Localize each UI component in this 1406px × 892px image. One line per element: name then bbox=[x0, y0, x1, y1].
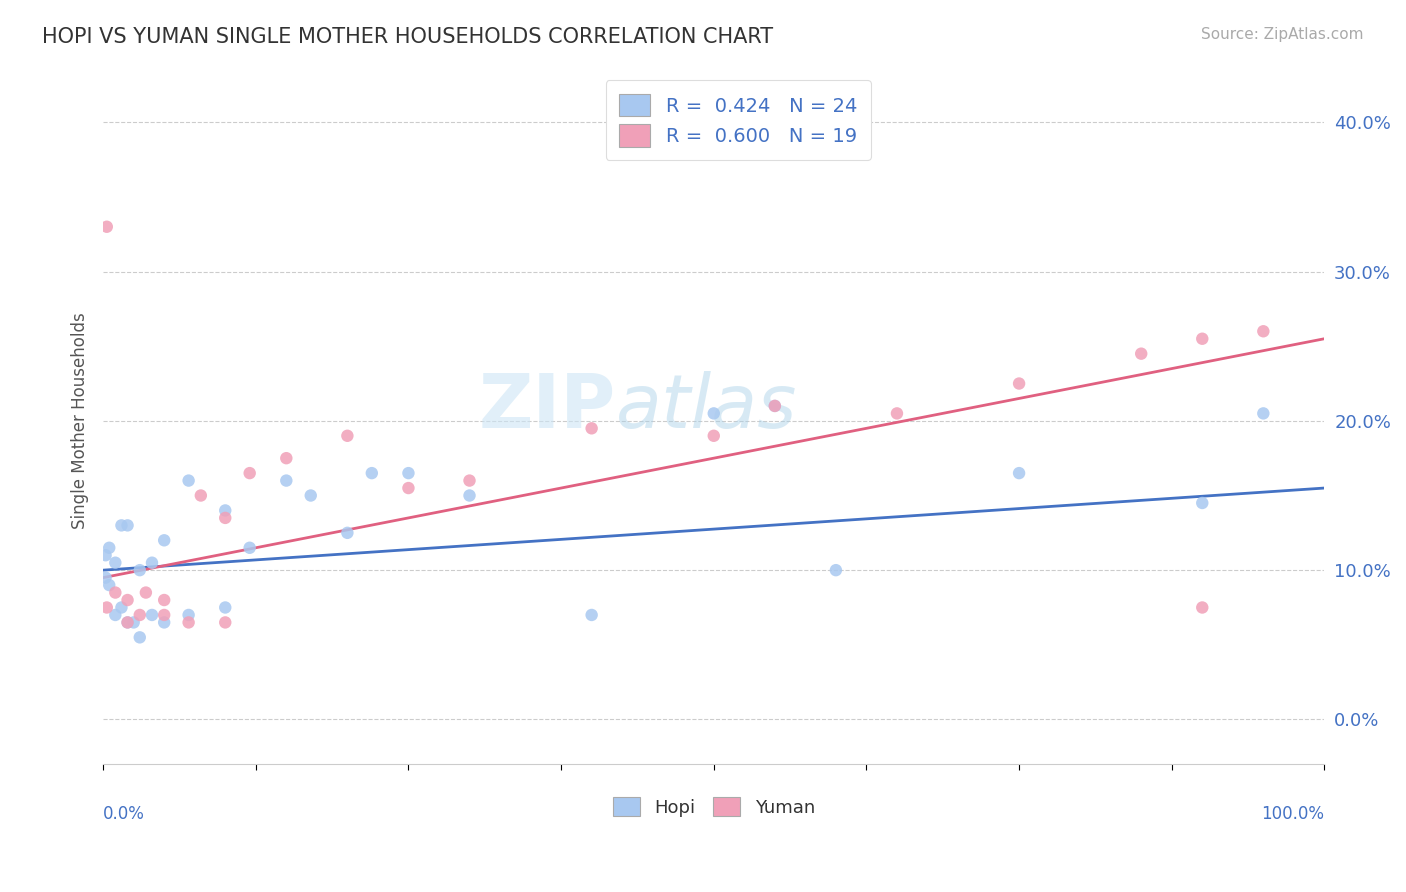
Point bbox=[398, 466, 420, 480]
Point bbox=[104, 607, 127, 622]
Text: 100.0%: 100.0% bbox=[1261, 805, 1324, 823]
Point bbox=[104, 556, 127, 570]
Point bbox=[98, 578, 121, 592]
Point bbox=[336, 429, 359, 443]
Point bbox=[1008, 466, 1031, 480]
Point bbox=[96, 219, 118, 234]
Point bbox=[1253, 324, 1275, 338]
Point bbox=[1191, 600, 1213, 615]
Point bbox=[104, 585, 127, 599]
Point bbox=[214, 600, 236, 615]
Point bbox=[886, 406, 908, 420]
Point bbox=[458, 489, 481, 503]
Point bbox=[1191, 332, 1213, 346]
Point bbox=[117, 518, 139, 533]
Point bbox=[128, 631, 150, 645]
Point bbox=[1191, 496, 1213, 510]
Point bbox=[581, 607, 603, 622]
Point bbox=[763, 399, 786, 413]
Point bbox=[1253, 406, 1275, 420]
Point bbox=[141, 556, 163, 570]
Point bbox=[214, 503, 236, 517]
Point bbox=[581, 421, 603, 435]
Point bbox=[1130, 346, 1153, 360]
Point bbox=[117, 615, 139, 630]
Point bbox=[122, 615, 145, 630]
Point bbox=[1008, 376, 1031, 391]
Point bbox=[94, 571, 117, 585]
Point bbox=[153, 533, 176, 548]
Point bbox=[141, 607, 163, 622]
Text: atlas: atlas bbox=[616, 371, 797, 443]
Point bbox=[458, 474, 481, 488]
Point bbox=[177, 615, 200, 630]
Point bbox=[398, 481, 420, 495]
Point bbox=[360, 466, 382, 480]
Point bbox=[703, 429, 725, 443]
Point bbox=[239, 541, 262, 555]
Point bbox=[98, 541, 121, 555]
Text: HOPI VS YUMAN SINGLE MOTHER HOUSEHOLDS CORRELATION CHART: HOPI VS YUMAN SINGLE MOTHER HOUSEHOLDS C… bbox=[42, 27, 773, 46]
Point bbox=[299, 489, 322, 503]
Point bbox=[336, 525, 359, 540]
Point bbox=[96, 600, 118, 615]
Y-axis label: Single Mother Households: Single Mother Households bbox=[72, 312, 89, 529]
Point bbox=[190, 489, 212, 503]
Point bbox=[276, 451, 298, 466]
Point bbox=[128, 563, 150, 577]
Point bbox=[117, 593, 139, 607]
Point bbox=[214, 615, 236, 630]
Point bbox=[239, 466, 262, 480]
Point bbox=[153, 593, 176, 607]
Text: 0.0%: 0.0% bbox=[103, 805, 145, 823]
Point bbox=[825, 563, 848, 577]
Text: Source: ZipAtlas.com: Source: ZipAtlas.com bbox=[1201, 27, 1364, 42]
Point bbox=[110, 600, 132, 615]
Point bbox=[153, 615, 176, 630]
Point bbox=[177, 474, 200, 488]
Point bbox=[135, 585, 157, 599]
Point bbox=[128, 607, 150, 622]
Legend: R =  0.424   N = 24, R =  0.600   N = 19: R = 0.424 N = 24, R = 0.600 N = 19 bbox=[606, 80, 870, 161]
Point bbox=[703, 406, 725, 420]
Point bbox=[276, 474, 298, 488]
Point bbox=[94, 548, 117, 562]
Point bbox=[214, 511, 236, 525]
Point bbox=[153, 607, 176, 622]
Point bbox=[110, 518, 132, 533]
Point bbox=[763, 399, 786, 413]
Text: ZIP: ZIP bbox=[479, 370, 616, 443]
Point bbox=[117, 615, 139, 630]
Point bbox=[177, 607, 200, 622]
